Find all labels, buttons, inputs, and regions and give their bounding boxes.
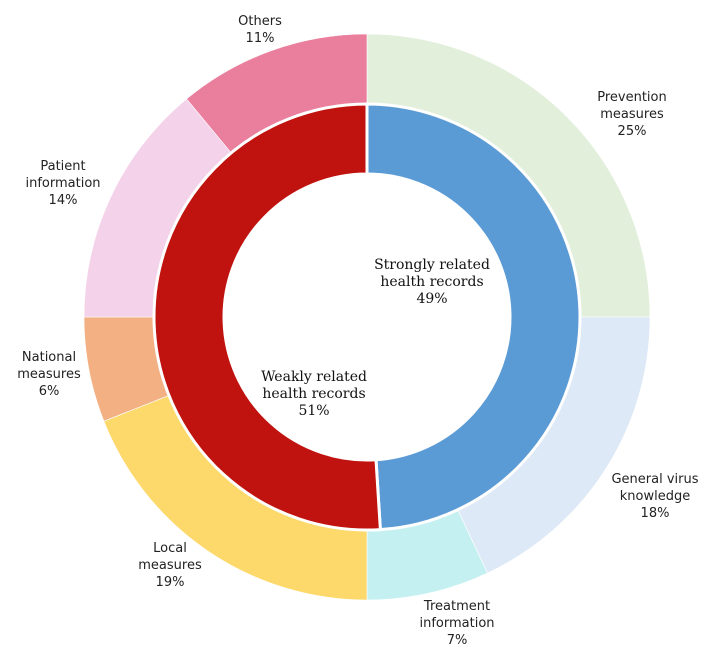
inner-ring (152, 102, 582, 532)
slice-strongly-related-health-records (365, 102, 582, 532)
label-local-measures: Local measures 19% (138, 541, 202, 590)
label-weakly-related-health-records: Weakly related health records 51% (261, 369, 367, 419)
labels: Prevention measures 25% General virus knowle… (17, 14, 698, 648)
label-national-measures: National measures 6% (17, 350, 81, 399)
label-patient-information: Patient information 14% (25, 159, 100, 208)
label-general-virus-knowledge: General virus knowledge 18% (611, 472, 698, 521)
outer-ring (83, 33, 651, 601)
label-treatment-information: Treatment information 7% (419, 599, 494, 648)
label-prevention-measures: Prevention measures 25% (597, 90, 667, 139)
label-others: Others 11% (238, 14, 282, 46)
label-strongly-related-health-records: Strongly related health records 49% (374, 257, 490, 307)
slice-weakly-related-health-records (152, 102, 382, 532)
